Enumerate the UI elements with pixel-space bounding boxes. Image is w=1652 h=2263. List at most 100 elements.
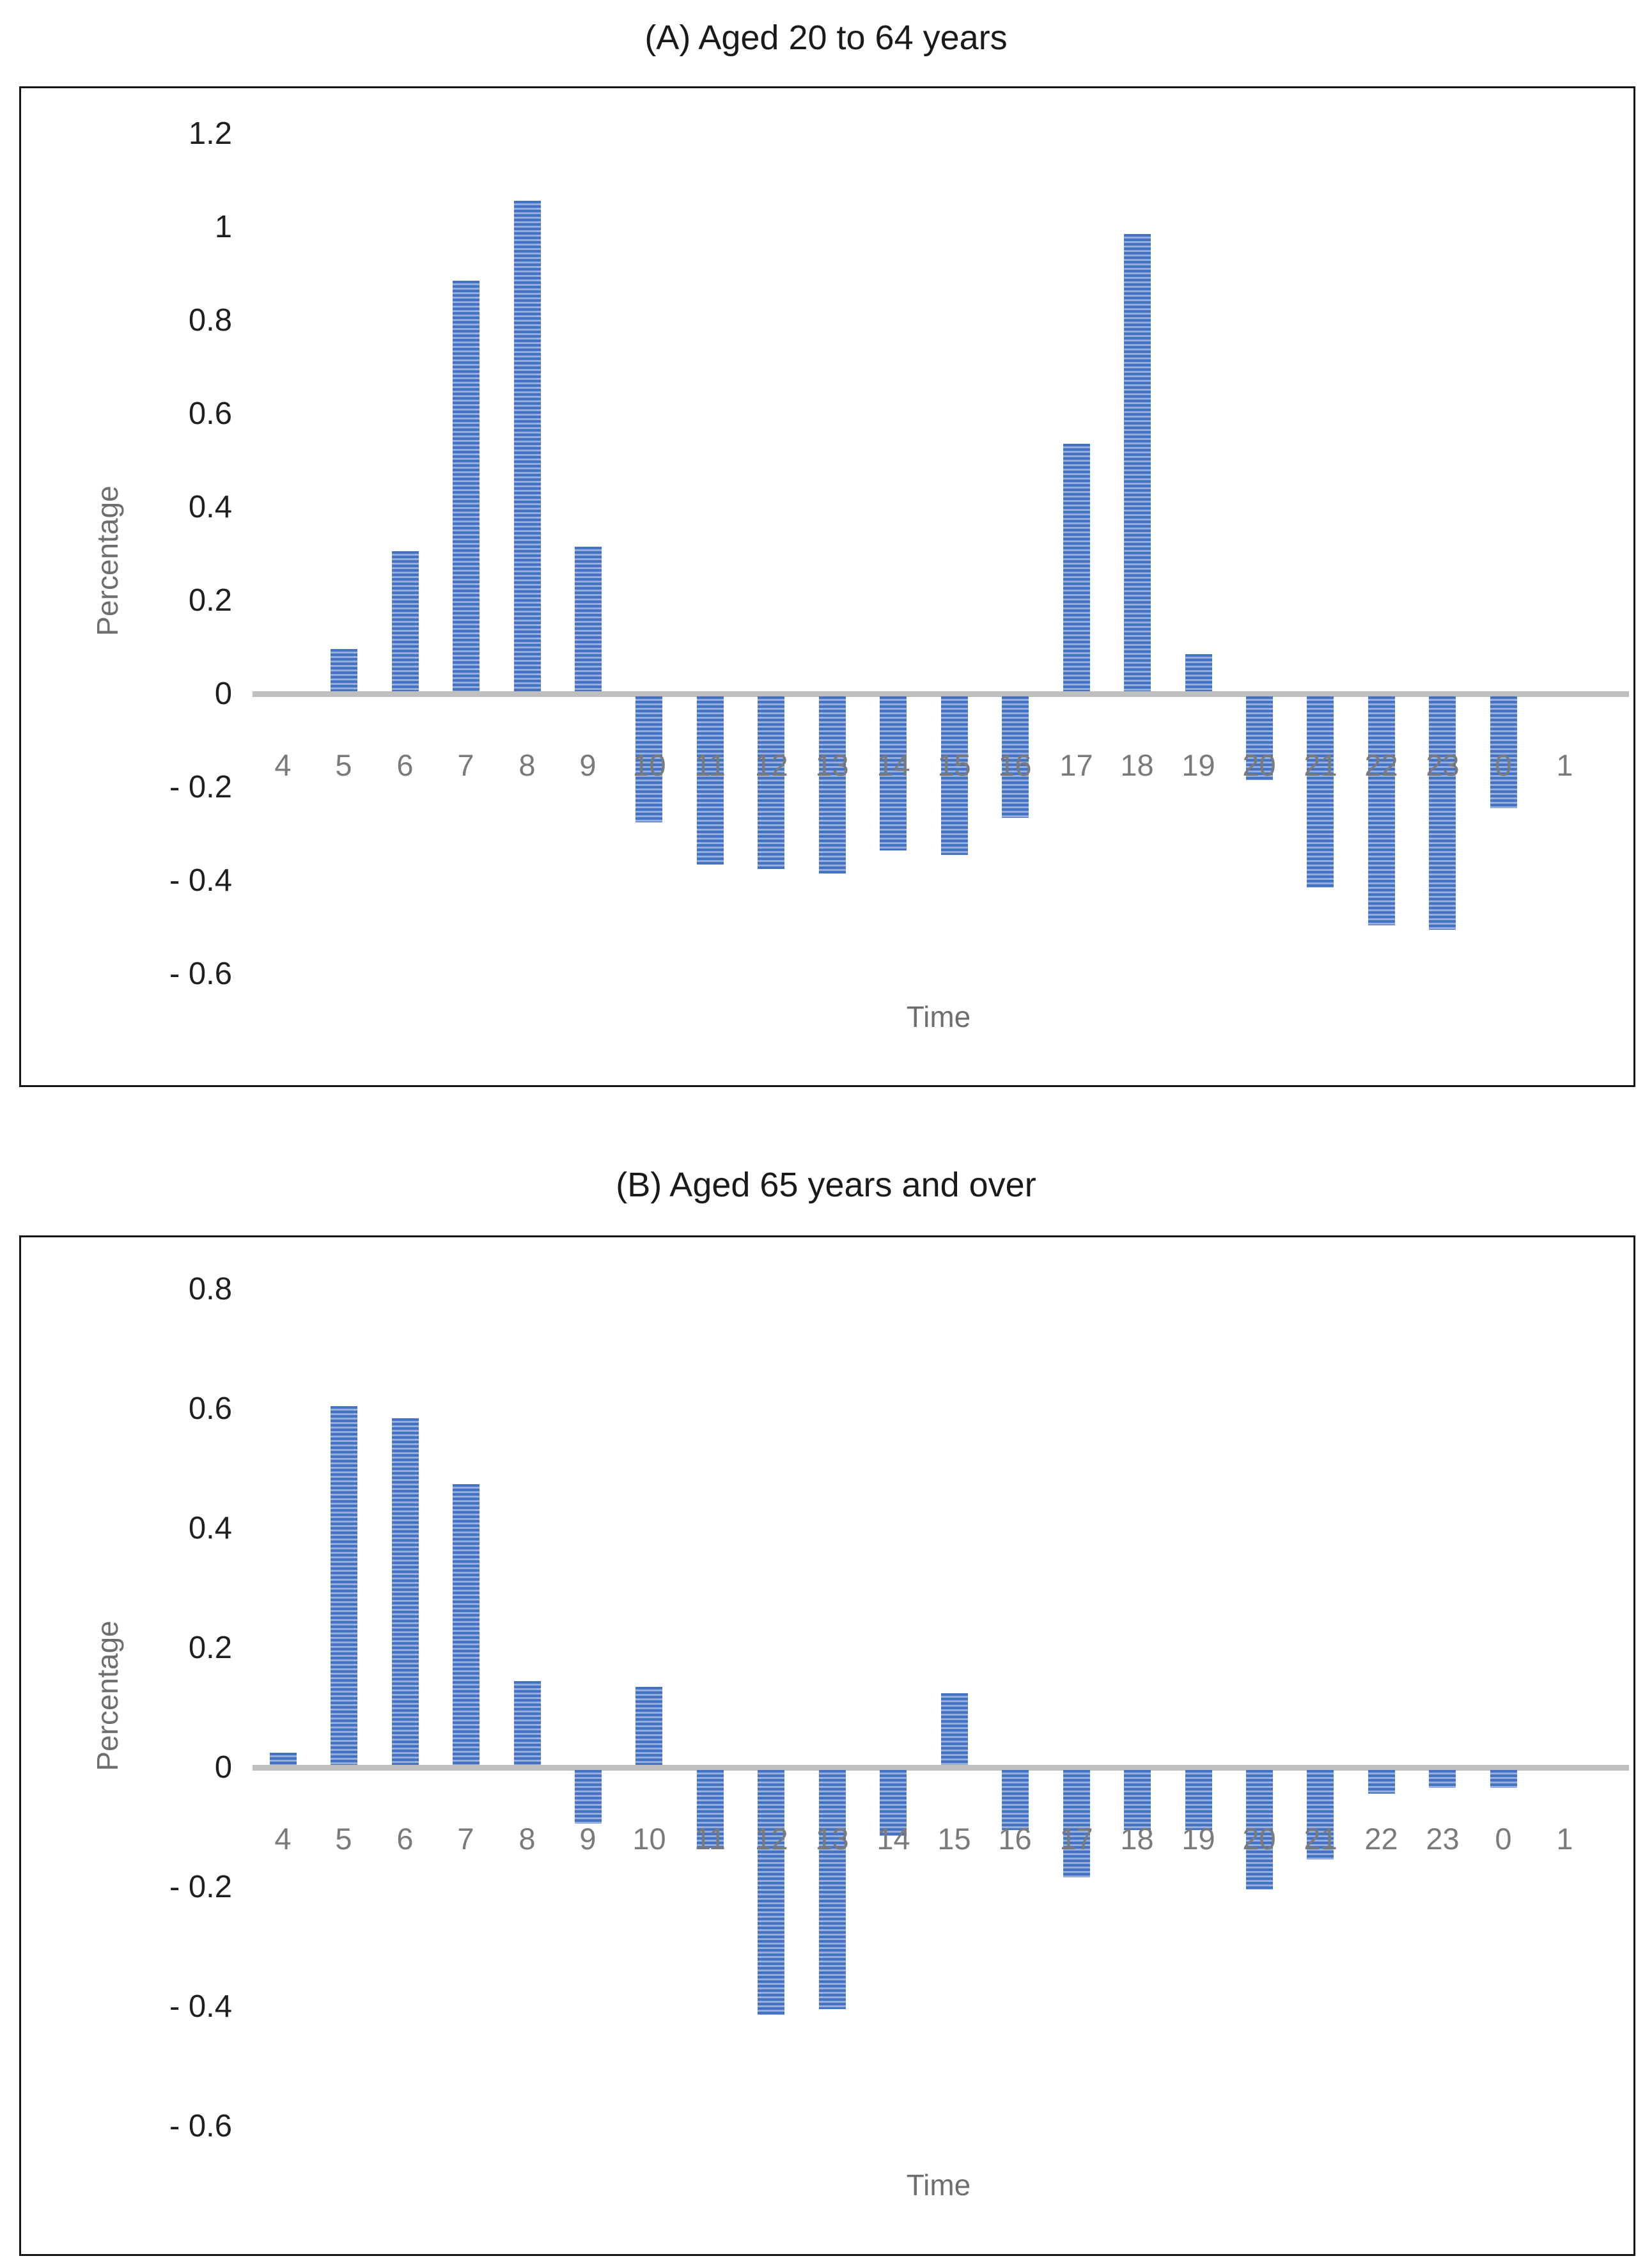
x-tick-label-23: 23 (1426, 1822, 1460, 1856)
chart-a-title: (A) Aged 20 to 64 years (644, 19, 1008, 57)
bar-hour-21 (1307, 1770, 1334, 1860)
x-tick-label-11: 11 (694, 748, 726, 782)
bar-hour-12 (758, 696, 784, 869)
bar-hour-18 (1124, 234, 1151, 691)
bar-hour-6 (392, 551, 419, 691)
y-tick-label: - 0.4 (169, 863, 232, 898)
chart-a-plot-area: Percentage Time 1.2 1 0.8 0.6 0.4 0.2 0- 0.2- … (19, 86, 1635, 1087)
bar-hour-16 (1002, 1770, 1029, 1830)
bar-hour-23 (1429, 696, 1456, 930)
x-tick-label-13: 13 (815, 748, 849, 782)
bar-hour-19 (1185, 654, 1212, 691)
bar-hour-10 (635, 696, 662, 822)
x-tick-label-17: 17 (1059, 1822, 1093, 1856)
bar-hour-11 (697, 696, 724, 865)
x-tick-label-8: 8 (518, 748, 536, 782)
x-tick-label-4: 4 (274, 1822, 292, 1856)
x-tick-label-23: 23 (1426, 748, 1460, 782)
x-tick-label-0: 0 (1495, 748, 1512, 782)
y-tick-label: 0.4 (188, 1511, 232, 1546)
x-tick-label-19: 19 (1181, 1822, 1215, 1856)
x-tick-label-10: 10 (632, 1822, 666, 1856)
bar-hour-4 (270, 1753, 297, 1765)
bar-hour-23 (1429, 1770, 1456, 1788)
x-tick-label-1: 1 (1556, 1822, 1573, 1856)
x-axis-zero-line (253, 1765, 1629, 1771)
y-tick-label: - 0.6 (169, 2109, 232, 2143)
x-tick-label-7: 7 (457, 1822, 474, 1856)
x-tick-label-19: 19 (1181, 748, 1215, 782)
x-tick-label-6: 6 (396, 748, 414, 782)
x-tick-label-12: 12 (754, 1822, 788, 1856)
bar-hour-17 (1063, 1770, 1090, 1877)
x-tick-label-20: 20 (1242, 748, 1276, 782)
chart-b-plot-area: Percentage Time 0.8 0.6 0.4 0.2 0- 0.2- 0.4-… (19, 1235, 1635, 2256)
y-tick-label: - 0.2 (169, 770, 232, 804)
x-tick-label-10: 10 (632, 748, 666, 782)
y-tick-label: 0.6 (188, 1391, 232, 1426)
y-tick-label: 0.2 (188, 1631, 232, 1665)
bar-hour-18 (1124, 1770, 1151, 1830)
x-tick-label-18: 18 (1120, 1822, 1154, 1856)
bar-hour-6 (392, 1418, 419, 1765)
y-tick-label: - 0.2 (169, 1870, 232, 1904)
x-tick-label-20: 20 (1242, 1822, 1276, 1856)
x-tick-label-0: 0 (1495, 1822, 1512, 1856)
bar-hour-5 (331, 649, 357, 691)
x-tick-label-22: 22 (1364, 1822, 1398, 1856)
bar-hour-20 (1246, 1770, 1273, 1890)
x-tick-label-8: 8 (518, 1822, 536, 1856)
x-tick-label-5: 5 (335, 748, 352, 782)
y-tick-label: 0 (214, 677, 232, 711)
y-tick-label: - 0.4 (169, 1989, 232, 2024)
bar-hour-11 (697, 1770, 724, 1848)
y-tick-label: - 0.6 (169, 957, 232, 991)
y-tick-label: 1.2 (188, 116, 232, 151)
bar-hour-14 (880, 696, 907, 850)
x-tick-label-14: 14 (877, 1822, 910, 1856)
chart-b-x-axis-title: Time (906, 2168, 971, 2202)
y-tick-label: 0.8 (188, 303, 232, 338)
bar-hour-13 (819, 1770, 846, 2009)
bar-hour-7 (453, 1484, 479, 1765)
bar-hour-17 (1063, 444, 1090, 691)
y-tick-label: 0.4 (188, 490, 232, 524)
bar-hour-8 (514, 201, 541, 691)
bar-hour-13 (819, 696, 846, 873)
chart-b-title: (B) Aged 65 years and over (616, 1166, 1036, 1204)
x-tick-label-13: 13 (815, 1822, 849, 1856)
x-tick-label-21: 21 (1304, 748, 1337, 782)
x-tick-label-4: 4 (274, 748, 292, 782)
x-tick-label-15: 15 (937, 1822, 971, 1856)
bar-hour-21 (1307, 696, 1334, 888)
x-tick-label-15: 15 (937, 748, 971, 782)
bar-hour-15 (941, 1693, 968, 1765)
bar-hour-8 (514, 1681, 541, 1765)
bar-hour-14 (880, 1770, 907, 1836)
bar-hour-0 (1490, 1770, 1517, 1788)
bar-hour-10 (635, 1687, 662, 1765)
bar-hour-9 (575, 1770, 602, 1824)
y-tick-label: 0 (214, 1750, 232, 1785)
x-tick-label-9: 9 (579, 748, 596, 782)
bar-hour-15 (941, 696, 968, 855)
x-tick-label-22: 22 (1364, 748, 1398, 782)
bar-hour-5 (331, 1406, 357, 1765)
x-axis-zero-line (253, 691, 1629, 697)
bar-hour-16 (1002, 696, 1029, 818)
x-tick-label-6: 6 (396, 1822, 414, 1856)
x-tick-label-9: 9 (579, 1822, 596, 1856)
bar-hour-19 (1185, 1770, 1212, 1830)
x-tick-label-1: 1 (1556, 748, 1573, 782)
x-tick-label-12: 12 (754, 748, 788, 782)
y-tick-label: 0.2 (188, 583, 232, 618)
x-tick-label-17: 17 (1059, 748, 1093, 782)
y-tick-label: 0.8 (188, 1272, 232, 1306)
x-tick-label-14: 14 (877, 748, 910, 782)
bar-hour-0 (1490, 696, 1517, 808)
x-tick-label-16: 16 (998, 748, 1032, 782)
bar-hour-22 (1368, 1770, 1395, 1794)
x-tick-label-18: 18 (1120, 748, 1154, 782)
bar-hour-22 (1368, 696, 1395, 925)
